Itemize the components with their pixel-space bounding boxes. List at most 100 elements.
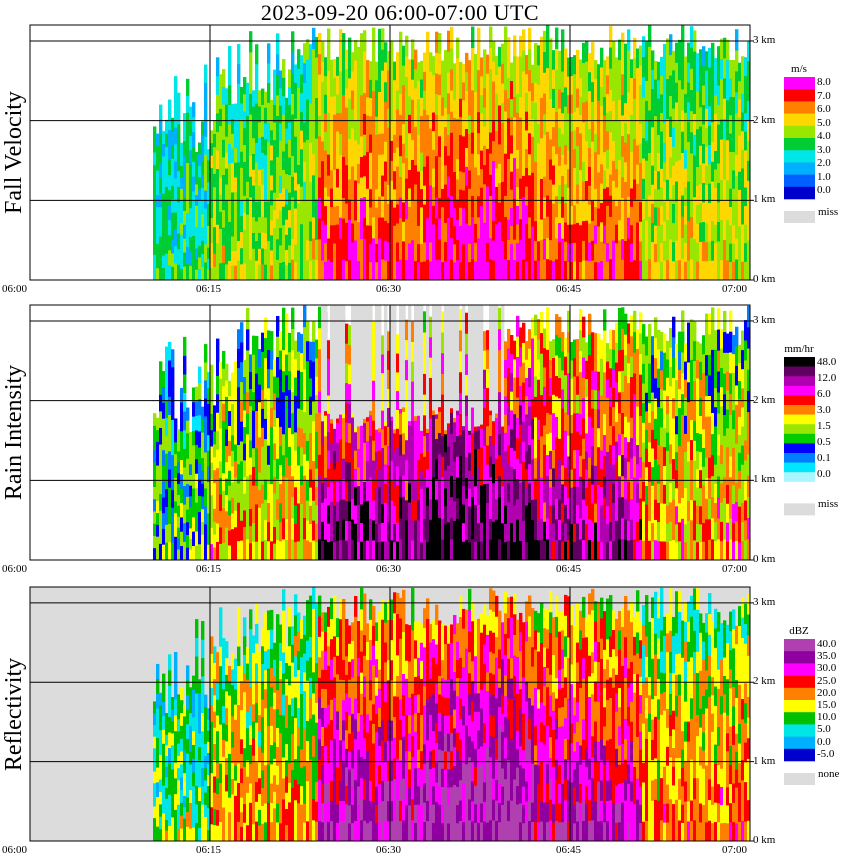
heatmap-cell — [564, 485, 568, 505]
heatmap-cell — [585, 101, 589, 122]
heatmap-cell — [696, 341, 700, 361]
heatmap-cell — [393, 79, 397, 99]
heatmap-cell — [267, 368, 271, 389]
heatmap-cell — [459, 518, 463, 540]
heatmap-cell — [345, 184, 349, 204]
heatmap-cell — [546, 307, 550, 329]
heatmap-cell — [429, 316, 433, 338]
heatmap-cell — [255, 503, 259, 524]
heatmap-cell — [246, 247, 250, 264]
heatmap-cell — [543, 540, 547, 561]
heatmap-cell — [363, 520, 367, 541]
heatmap-cell — [303, 240, 307, 261]
heatmap-cell — [510, 116, 514, 136]
heatmap-cell — [405, 379, 409, 401]
heatmap-cell — [483, 502, 487, 523]
heatmap-cell — [417, 207, 421, 226]
heatmap-cell — [675, 102, 679, 123]
heatmap-cell — [198, 527, 202, 545]
heatmap-cell — [279, 227, 283, 246]
legend-swatch — [784, 481, 815, 492]
heatmap-cell — [669, 424, 673, 445]
heatmap-cell — [384, 81, 388, 103]
heatmap-cell — [444, 505, 448, 525]
heatmap-cell — [255, 335, 259, 356]
heatmap-cell — [615, 421, 619, 442]
heatmap-cell — [249, 93, 253, 115]
heatmap-cell — [618, 239, 622, 261]
heatmap-cell — [342, 135, 346, 157]
heatmap-cell — [234, 477, 238, 495]
heatmap-cell — [303, 305, 307, 328]
heatmap-cell — [156, 133, 160, 147]
heatmap-cell — [741, 407, 745, 427]
heatmap-cell — [711, 454, 715, 477]
heatmap-cell — [501, 220, 505, 242]
heatmap-cell — [531, 438, 535, 460]
heatmap-cell — [264, 201, 268, 218]
heatmap-cell — [510, 466, 514, 486]
heatmap-cell — [600, 358, 604, 378]
heatmap-cell — [672, 127, 676, 147]
heatmap-cell — [654, 133, 658, 153]
heatmap-cell — [513, 358, 517, 378]
heatmap-cell — [402, 432, 406, 455]
heatmap-cell — [531, 172, 535, 191]
heatmap-cell — [219, 245, 223, 264]
heatmap-cell — [681, 372, 685, 395]
heatmap-cell — [354, 220, 358, 241]
heatmap-cell — [498, 85, 502, 106]
heatmap-cell — [450, 517, 454, 540]
heatmap-cell — [594, 225, 598, 244]
heatmap-cell — [303, 496, 307, 518]
heatmap-cell — [153, 425, 157, 439]
heatmap-cell — [630, 206, 634, 226]
heatmap-cell — [702, 104, 706, 125]
heatmap-cell — [225, 216, 229, 233]
heatmap-cell — [273, 69, 277, 88]
heatmap-cell — [633, 331, 637, 353]
heatmap-cell — [294, 358, 298, 378]
heatmap-cell — [645, 140, 649, 161]
heatmap-cell — [555, 216, 559, 239]
heatmap-cell — [408, 482, 412, 503]
heatmap-cell — [381, 522, 385, 542]
heatmap-cell — [318, 370, 322, 392]
heatmap-cell — [267, 502, 271, 523]
heatmap-cell — [444, 241, 448, 262]
heatmap-cell — [369, 539, 373, 561]
heatmap-cell — [429, 519, 433, 541]
heatmap-cell — [726, 99, 730, 121]
heatmap-cell — [174, 212, 178, 230]
heatmap-cell — [621, 94, 625, 116]
heatmap-cell — [516, 315, 520, 337]
heatmap-cell — [264, 337, 268, 359]
heatmap-cell — [567, 168, 571, 188]
heatmap-cell — [228, 470, 232, 486]
heatmap-cell — [267, 407, 271, 427]
heatmap-cell — [195, 487, 199, 503]
heatmap-cell — [174, 442, 178, 455]
heatmap-cell — [582, 336, 586, 358]
heatmap-cell — [207, 372, 211, 389]
heatmap-cell — [630, 77, 634, 97]
heatmap-cell — [663, 102, 667, 124]
heatmap-cell — [513, 468, 517, 488]
missing-cell — [432, 305, 436, 411]
heatmap-cell — [690, 399, 694, 421]
heatmap-cell — [156, 663, 160, 680]
heatmap-cell — [735, 365, 739, 386]
heatmap-cell — [738, 117, 742, 136]
heatmap-cell — [195, 502, 199, 518]
heatmap-cell — [726, 59, 730, 81]
heatmap-cell — [660, 131, 664, 151]
heatmap-cell — [300, 465, 304, 486]
heatmap-cell — [486, 129, 490, 149]
heatmap-cell — [540, 36, 544, 58]
heatmap-cell — [420, 542, 424, 561]
heatmap-cell — [528, 367, 532, 388]
heatmap-cell — [249, 51, 253, 74]
heatmap-cell — [402, 475, 406, 497]
heatmap-cell — [309, 523, 313, 543]
heatmap-cell — [507, 37, 511, 58]
